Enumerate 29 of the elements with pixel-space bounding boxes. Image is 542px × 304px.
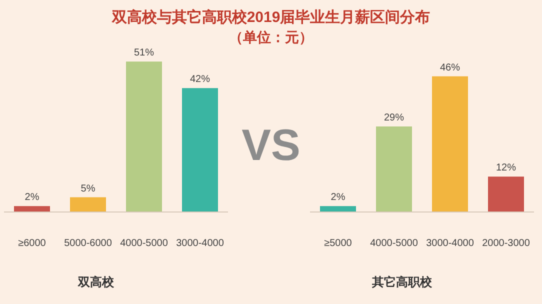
- x-tick-label: ≥6000: [18, 238, 46, 249]
- x-tick-label: ≥5000: [324, 238, 352, 249]
- data-label: 12%: [496, 162, 516, 174]
- data-label: 29%: [384, 112, 404, 124]
- bar: [320, 206, 356, 212]
- x-tick-label: 4000-5000: [370, 238, 418, 249]
- data-label: 42%: [190, 74, 210, 86]
- data-label: 2%: [24, 192, 40, 204]
- x-tick-label: 2000-3000: [482, 238, 530, 249]
- x-axis-title: 双高校: [77, 275, 115, 289]
- bar: [14, 206, 50, 212]
- text: 双高校与其它高职校2019届毕业生月薪区间分布: [110, 8, 430, 26]
- bar: [488, 176, 524, 212]
- data-label: 5%: [80, 183, 96, 194]
- x-axis-title: 其它高职校: [371, 275, 433, 289]
- data-label: 51%: [134, 48, 154, 59]
- data-label: 2%: [330, 192, 346, 204]
- data-label: 46%: [440, 62, 460, 74]
- bar: [126, 62, 162, 212]
- x-tick-label: 4000-5000: [120, 238, 168, 249]
- x-tick-label: 3000-4000: [426, 238, 474, 249]
- text: （单位：元）: [229, 29, 313, 45]
- x-tick-label: 3000-4000: [176, 238, 224, 249]
- bar: [376, 126, 412, 212]
- text: VS: [242, 121, 300, 170]
- bar: [432, 76, 468, 212]
- x-tick-label: 5000-6000: [64, 238, 112, 249]
- bar: [182, 88, 218, 212]
- bar: [70, 197, 106, 212]
